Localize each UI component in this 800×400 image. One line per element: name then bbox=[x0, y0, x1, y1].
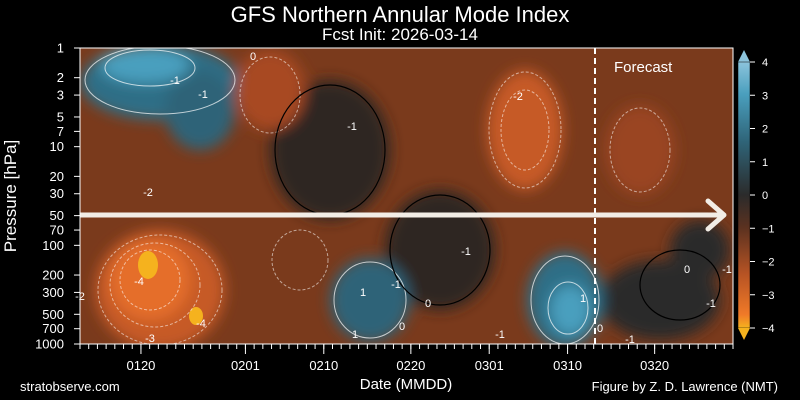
y-tick-label: 70 bbox=[50, 223, 64, 238]
colorbar: 4 3 2 1 0 −1 −2 −3 −4 bbox=[737, 50, 775, 340]
y-tick-label: 3 bbox=[57, 88, 64, 103]
colorbar-tick-label: 1 bbox=[762, 157, 768, 169]
y-tick-label: 30 bbox=[50, 186, 64, 201]
contour-label: 1 bbox=[360, 287, 366, 299]
colorbar-tick-label: −1 bbox=[762, 223, 775, 235]
x-tick-label: 0210 bbox=[309, 358, 338, 373]
source-credit: stratobserve.com bbox=[20, 379, 120, 394]
y-tick-label: 10 bbox=[50, 139, 64, 154]
colorbar-tick-label: −2 bbox=[762, 257, 775, 269]
contour-label: -1 bbox=[198, 89, 208, 101]
contour-label: -1 bbox=[391, 279, 401, 291]
50hpa-arrow bbox=[80, 198, 727, 232]
contour-label: -1 bbox=[706, 298, 716, 310]
contour-label: -3 bbox=[145, 333, 155, 345]
contour-label: 1 bbox=[352, 329, 358, 341]
contour-label: -1 bbox=[495, 329, 505, 341]
contour-label: 0 bbox=[684, 264, 690, 276]
colorbar-tick-label: −4 bbox=[762, 323, 775, 335]
contour-label: -2 bbox=[143, 187, 153, 199]
contour-label: -4 bbox=[134, 276, 144, 288]
x-tick-label: 0310 bbox=[553, 358, 582, 373]
y-tick-label: 200 bbox=[42, 268, 64, 283]
negative-contours bbox=[97, 56, 671, 344]
y-tick-label: 500 bbox=[42, 307, 64, 322]
y-tick-label: 700 bbox=[42, 321, 64, 336]
contour-label: -1 bbox=[347, 121, 357, 133]
contour-label: 0 bbox=[250, 51, 256, 63]
chart-subtitle: Fcst Init: 2026-03-14 bbox=[322, 25, 478, 44]
y-tick-label: 5 bbox=[57, 109, 64, 124]
x-axis-label: Date (MMDD) bbox=[360, 376, 453, 393]
contour-label: -1 bbox=[461, 246, 471, 258]
contour-label: -2 bbox=[513, 91, 523, 103]
colorbar-tick-label: 0 bbox=[762, 190, 768, 202]
colorbar-tick-label: 2 bbox=[762, 124, 768, 136]
contour-label: 0 bbox=[425, 298, 431, 310]
x-tick-label: 0320 bbox=[640, 358, 669, 373]
y-tick-label: 50 bbox=[50, 208, 64, 223]
forecast-label: Forecast bbox=[614, 59, 673, 76]
x-tick-label: 0120 bbox=[126, 358, 155, 373]
chart-title: GFS Northern Annular Mode Index bbox=[230, 2, 570, 27]
y-tick-label: 7 bbox=[57, 124, 64, 139]
contour-label: -1 bbox=[170, 75, 180, 87]
colorbar-tick-label: −3 bbox=[762, 290, 775, 302]
plot-frame bbox=[79, 47, 734, 345]
y-tick-label: 2 bbox=[57, 70, 64, 85]
y-tick-label: 100 bbox=[42, 238, 64, 253]
y-axis-label: Pressure [hPa] bbox=[1, 140, 20, 252]
contour-label: 0 bbox=[399, 321, 405, 333]
positive-contours bbox=[84, 48, 600, 344]
y-tick-label: 1 bbox=[57, 41, 64, 56]
y-tick-label: 300 bbox=[42, 285, 64, 300]
contour-label: 1 bbox=[580, 293, 586, 305]
x-tick-label: 0201 bbox=[231, 358, 260, 373]
colorbar-tick-label: 4 bbox=[762, 57, 768, 69]
x-tick-label: 0220 bbox=[396, 358, 425, 373]
heatmap-field bbox=[80, 48, 733, 344]
contour-label-group: -1 -1 -2 -2 -1 -2 -4 -4 -3 -1 1 -1 1 0 0… bbox=[75, 51, 732, 346]
x-axis: 0120 0201 0210 0220 0301 0310 0320 bbox=[126, 344, 669, 373]
y-tick-label: 20 bbox=[50, 169, 64, 184]
contour-label: 0 bbox=[597, 323, 603, 335]
x-axis-minor-ticks bbox=[79, 344, 734, 349]
colorbar-tick-label: 3 bbox=[762, 90, 768, 102]
contour-label: -1 bbox=[625, 334, 635, 346]
y-tick-label: 1000 bbox=[35, 337, 64, 352]
contour-label: -1 bbox=[722, 264, 732, 276]
author-credit: Figure by Z. D. Lawrence (NMT) bbox=[591, 379, 778, 394]
x-tick-label: 0301 bbox=[475, 358, 504, 373]
contour-label: -4 bbox=[196, 318, 206, 330]
